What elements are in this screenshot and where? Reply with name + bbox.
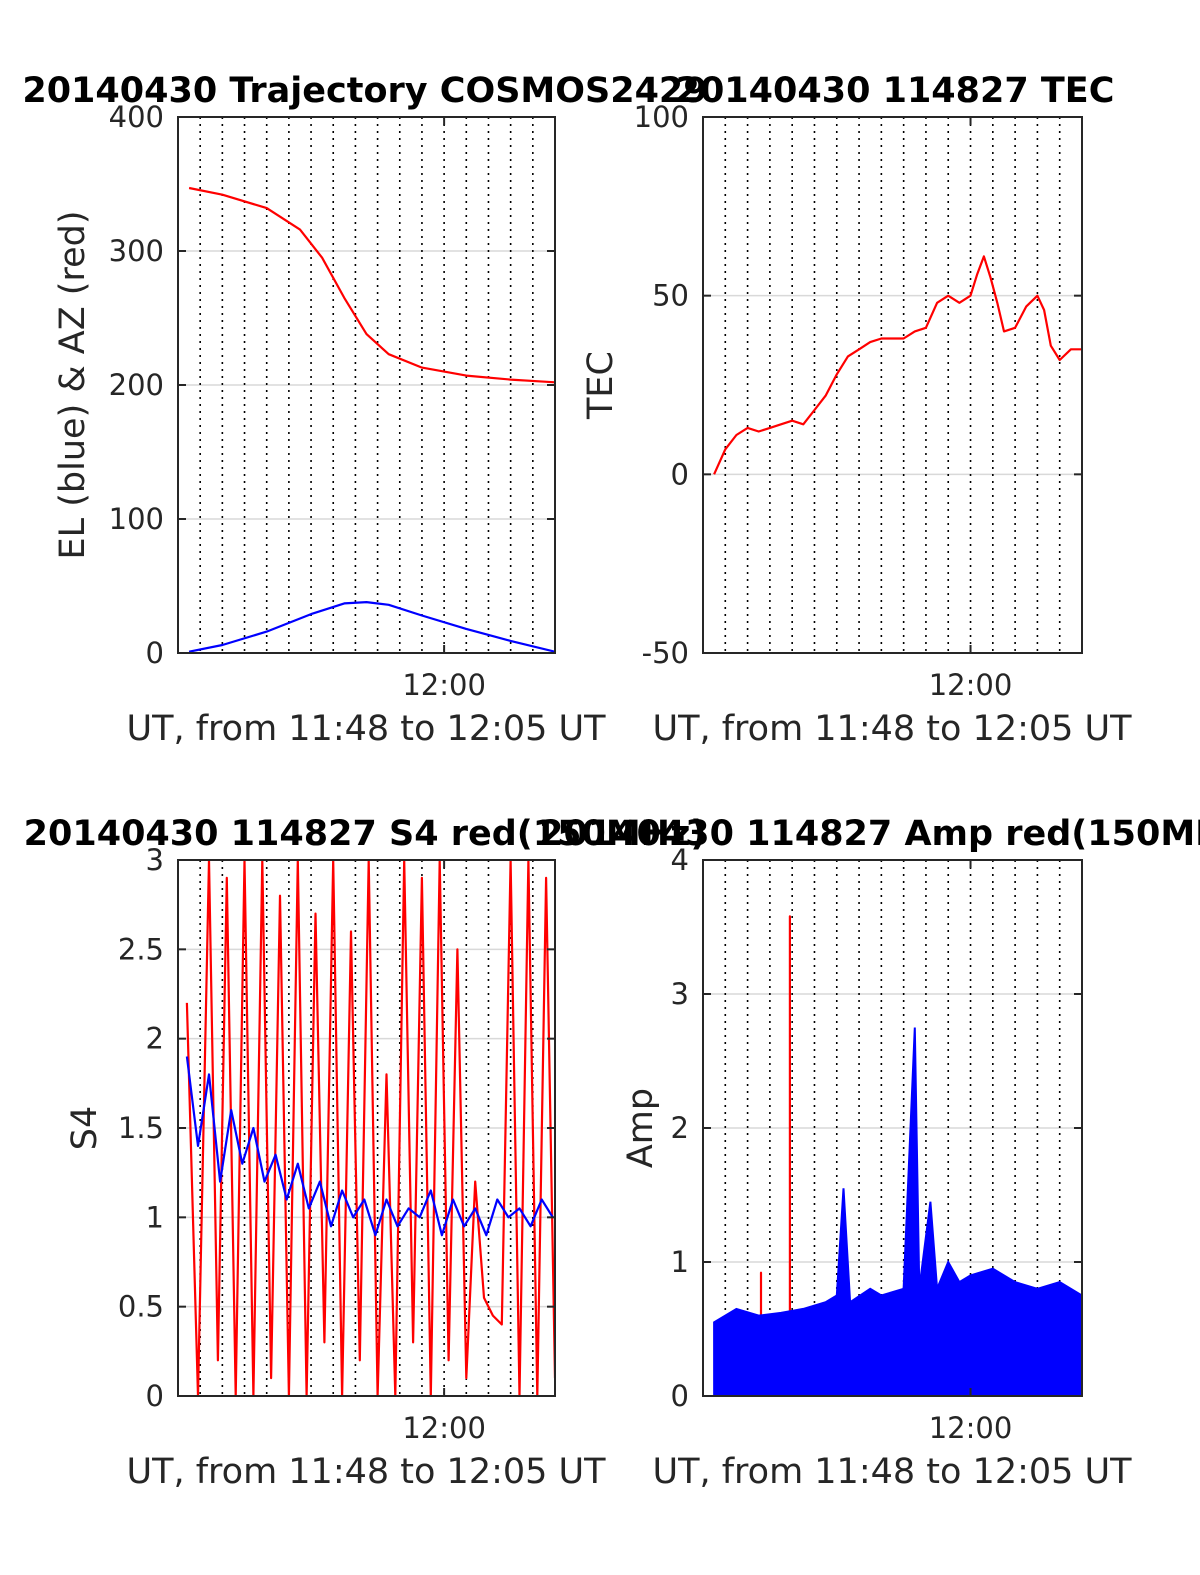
y-tick-label: 2.5 bbox=[118, 932, 164, 966]
y-axis-label: Amp bbox=[621, 1088, 661, 1168]
x-axis-label: UT, from 11:48 to 12:05 UT bbox=[126, 709, 606, 749]
x-tick-label: 12:00 bbox=[929, 668, 1013, 702]
subplot-2: -50 0 50 100 12:00 20140430 114827 TEC UT, fro… bbox=[581, 71, 1132, 749]
x-tick-label: 12:00 bbox=[402, 668, 486, 702]
y-tick-label: 400 bbox=[109, 100, 164, 134]
chart-title: 20140430 Trajectory COSMOS2429 bbox=[22, 71, 707, 111]
chart-title: 20140430 114827 TEC bbox=[676, 71, 1115, 111]
y-tick-label: 0.5 bbox=[118, 1290, 164, 1324]
subplot-4: 0 1 2 3 4 12:00 20140430 114827 Amp red(150MHz… bbox=[539, 814, 1200, 1492]
y-tick-label: 0 bbox=[146, 1379, 164, 1413]
x-axis-label: UT, from 11:48 to 12:05 UT bbox=[126, 1452, 606, 1492]
y-axis-label: EL (blue) & AZ (red) bbox=[53, 211, 93, 560]
series-1-line bbox=[185, 860, 555, 1396]
y-tick-label: 3 bbox=[671, 977, 689, 1011]
y-tick-label: 50 bbox=[652, 279, 689, 313]
y-axis-label: S4 bbox=[65, 1106, 105, 1151]
y-tick-label: -50 bbox=[642, 636, 689, 670]
chart-title: 20140430 114827 Amp red(150MHz) bbox=[539, 814, 1200, 854]
x-axis-label: UT, from 11:48 to 12:05 UT bbox=[652, 1452, 1132, 1492]
series-2-line bbox=[188, 601, 555, 653]
chart-title: 20140430 114827 S4 red(150MHz) bbox=[24, 814, 707, 854]
y-tick-label: 0 bbox=[671, 457, 689, 491]
y-axis-label: TEC bbox=[581, 351, 621, 420]
y-tick-label: 0 bbox=[671, 1379, 689, 1413]
y-tick-label: 300 bbox=[109, 234, 164, 268]
y-tick-label: 100 bbox=[109, 502, 164, 536]
x-tick-label: 12:00 bbox=[929, 1411, 1013, 1445]
y-tick-label: 3 bbox=[146, 843, 164, 877]
x-tick-label: 12:00 bbox=[402, 1411, 486, 1445]
y-tick-label: 0 bbox=[146, 636, 164, 670]
series-2-area bbox=[713, 1027, 1082, 1396]
y-tick-label: 200 bbox=[109, 368, 164, 402]
plot-area bbox=[703, 117, 1082, 653]
y-tick-label: 100 bbox=[634, 100, 689, 134]
y-tick-label: 4 bbox=[671, 843, 689, 877]
y-tick-label: 1 bbox=[671, 1245, 689, 1279]
y-tick-label: 2 bbox=[146, 1022, 164, 1056]
x-axis-label: UT, from 11:48 to 12:05 UT bbox=[652, 709, 1132, 749]
series-2-line bbox=[185, 1056, 554, 1237]
y-tick-label: 1.5 bbox=[118, 1111, 164, 1145]
y-tick-label: 2 bbox=[671, 1111, 689, 1145]
y-tick-label: 1 bbox=[146, 1200, 164, 1234]
series-1-line bbox=[188, 186, 555, 384]
subplot-1: 0 100 200 300 400 12:00 20140430 Trajectory CO… bbox=[22, 71, 707, 749]
series-1-line bbox=[713, 255, 1082, 475]
subplot-3: 0 0.5 1 1.5 2 2.5 3 12:00 20140430 114827 S4 red… bbox=[24, 814, 707, 1492]
axes-box bbox=[702, 116, 1083, 654]
